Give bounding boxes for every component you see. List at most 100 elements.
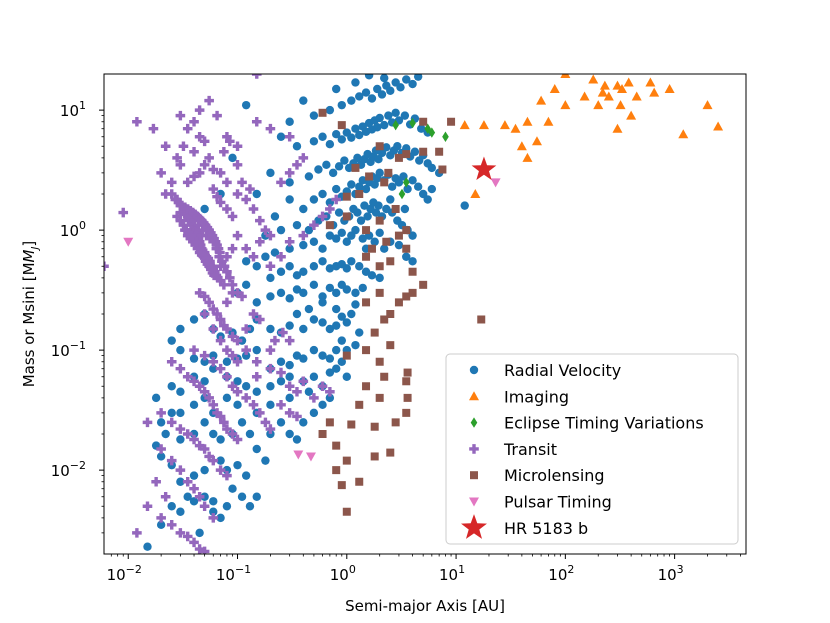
microlensing-point: [332, 441, 341, 450]
radial-velocity-point: [342, 372, 351, 381]
radial-velocity-point: [328, 168, 338, 178]
radial-velocity-point: [358, 176, 367, 185]
eclipse-timing-variations-point: [402, 177, 410, 188]
microlensing-point: [375, 262, 384, 271]
transit-point: [215, 168, 226, 178]
legend-label-radial-velocity: Radial Velocity: [504, 361, 621, 380]
microlensing-point: [403, 368, 412, 377]
transit-point: [166, 356, 177, 367]
imaging-point: [597, 87, 608, 97]
radial-velocity-point: [183, 492, 192, 501]
radial-velocity-point: [309, 137, 319, 146]
radial-velocity-point: [252, 492, 261, 501]
transit-point: [199, 309, 210, 319]
transit-point: [227, 381, 238, 392]
radial-velocity-point: [325, 140, 335, 149]
radial-velocity-point: [270, 212, 280, 221]
transit-point: [194, 131, 205, 142]
radial-velocity-point: [233, 400, 242, 410]
microlensing-point: [438, 165, 447, 174]
eclipse-timing-variations-point: [442, 131, 449, 142]
radial-velocity-point: [209, 497, 218, 506]
microlensing-point: [394, 153, 403, 162]
radial-velocity-point: [351, 225, 360, 235]
radial-velocity-point: [228, 153, 237, 163]
imaging-point: [510, 123, 521, 133]
transit-point: [199, 136, 210, 147]
radial-velocity-point: [292, 285, 302, 294]
microlensing-point: [337, 121, 346, 130]
transit-point: [309, 220, 319, 230]
radial-velocity-point: [322, 160, 331, 170]
transit-point: [212, 309, 222, 319]
radial-velocity-point: [209, 351, 218, 360]
transit-point: [193, 240, 204, 250]
transit-point: [204, 297, 214, 308]
transit-point: [232, 288, 243, 298]
radial-velocity-point: [325, 283, 335, 293]
radial-velocity-point: [332, 234, 341, 243]
transit-point: [241, 324, 251, 334]
transit-point: [251, 371, 262, 382]
radial-velocity-point: [189, 400, 199, 410]
microlensing-point: [375, 288, 384, 297]
transit-point: [199, 350, 210, 361]
transit-point: [255, 215, 265, 226]
microlensing-point: [403, 393, 412, 402]
transit-point: [248, 400, 259, 410]
transit-point: [156, 513, 166, 523]
x-tick-label: 103: [658, 563, 684, 584]
radial-velocity-point: [270, 248, 280, 257]
legend-marker-pulsar-timing: [469, 497, 479, 507]
radial-velocity-point: [241, 100, 251, 110]
transit-point: [175, 363, 186, 374]
radial-velocity-point: [252, 345, 261, 355]
radial-velocity-point: [460, 201, 469, 210]
transit-point: [204, 153, 214, 163]
transit-point: [166, 177, 177, 188]
transit-point: [172, 153, 182, 163]
transit-point: [225, 273, 235, 283]
y-axis-label: Mass or Msini [MMJ]: [20, 241, 41, 388]
radial-velocity-point: [292, 435, 302, 444]
transit-point: [189, 215, 199, 226]
radial-velocity-point: [394, 178, 404, 187]
radial-velocity-point: [373, 123, 382, 132]
radial-velocity-point: [176, 387, 185, 396]
radial-velocity-point: [266, 273, 275, 283]
radial-velocity-point: [351, 340, 360, 350]
microlensing-point: [362, 382, 371, 391]
imaging-point: [588, 74, 599, 84]
transit-point: [292, 160, 302, 170]
transit-point: [204, 393, 214, 403]
imaging-point: [579, 91, 590, 101]
radial-velocity-point: [167, 382, 176, 391]
transit-point: [212, 191, 222, 202]
transit-point: [292, 411, 302, 422]
radial-velocity-point: [200, 465, 209, 475]
transit-point: [248, 309, 259, 319]
radial-velocity-point: [241, 280, 251, 290]
transit-point: [222, 470, 232, 481]
transit-point: [255, 236, 265, 247]
legend-label-microlensing: Microlensing: [504, 466, 605, 485]
imaging-point: [522, 116, 533, 126]
transit-point: [182, 371, 193, 382]
transit-point: [182, 531, 193, 542]
radial-velocity-point: [370, 237, 379, 246]
transit-point: [222, 297, 232, 308]
radial-velocity-point: [237, 492, 247, 501]
transit-point: [222, 204, 232, 214]
pulsar-timing-point: [305, 452, 316, 462]
transit-point: [175, 465, 186, 475]
microlensing-point: [362, 252, 371, 261]
transit-point: [118, 207, 129, 218]
transit-point: [175, 110, 186, 121]
radial-velocity-point: [222, 393, 232, 403]
legend-items: Radial Velocity Imaging Eclipse Timing Var…: [461, 361, 704, 539]
radial-velocity-point: [373, 84, 382, 94]
microlensing-point: [362, 346, 371, 355]
radial-velocity-point: [304, 225, 314, 235]
radial-velocity-point: [364, 74, 374, 80]
radial-velocity-point: [222, 357, 232, 366]
